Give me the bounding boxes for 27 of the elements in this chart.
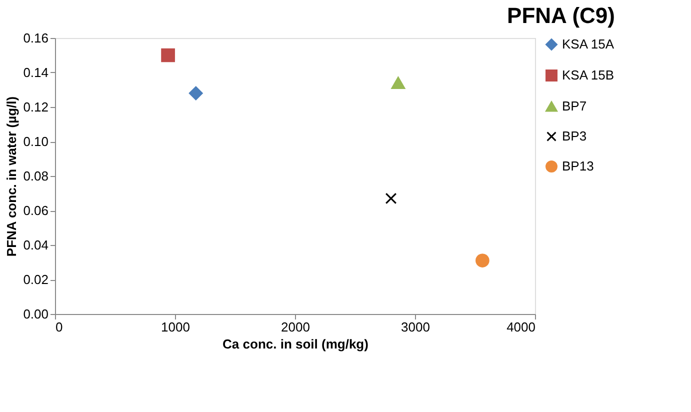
y-tick-label: 0.08: [23, 168, 48, 184]
x-tick-label: 4000: [506, 320, 536, 334]
legend-label: BP13: [562, 158, 594, 174]
point: [385, 192, 397, 204]
x-axis-title: Ca conc. in soil (mg/kg): [222, 336, 368, 352]
y-tick-label: 0.14: [23, 65, 48, 80]
legend-label: BP3: [562, 128, 587, 144]
x-tick-label: 2000: [281, 320, 310, 334]
point: [391, 76, 406, 89]
y-tick-label: 0.02: [23, 272, 48, 287]
y-tick-label: 0.16: [23, 30, 48, 46]
point: [161, 48, 175, 62]
y-tick-label: 0.00: [23, 306, 48, 322]
y-tick-label: 0.12: [23, 100, 48, 114]
x-tick-label: 1000: [161, 320, 190, 334]
legend-label: KSA 15B: [562, 68, 614, 82]
y-axis-title: PFNA conc. in water (µg/l): [4, 96, 20, 257]
point: [188, 86, 203, 100]
point: [476, 254, 490, 268]
y-tick-label: 0.06: [23, 203, 48, 218]
x-tick-label: 0: [56, 320, 63, 334]
x-tick-label: 3000: [401, 320, 430, 334]
chart-title: PFNA (C9): [507, 3, 615, 28]
y-tick-label: 0.04: [23, 238, 48, 252]
legend-label: BP7: [562, 98, 587, 114]
y-tick-label: 0.10: [23, 134, 48, 149]
legend-label: KSA 15A: [562, 36, 614, 52]
